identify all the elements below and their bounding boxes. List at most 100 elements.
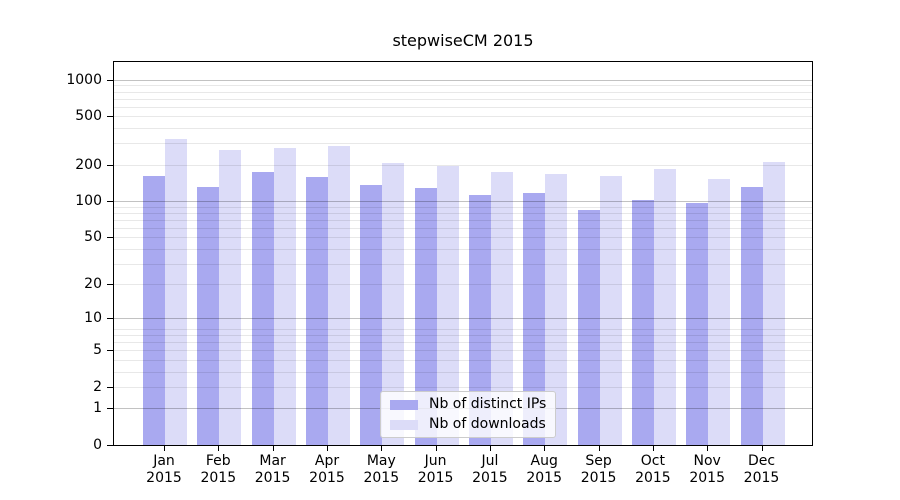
bar-downloads-jul	[490, 172, 513, 445]
x-axis: Jan 2015 Feb 2015 Mar 2015 Apr 2015 May 2015 Jun 20…	[113, 446, 811, 500]
bar-downloads-feb	[219, 149, 242, 445]
bar-ips-nov	[686, 203, 709, 445]
x-label-may: May 2015	[363, 453, 400, 486]
gridline-300	[114, 143, 812, 145]
gridline-30	[114, 263, 812, 265]
gridline-50	[114, 237, 812, 239]
gridline-90	[114, 206, 812, 208]
gridline-6	[114, 342, 812, 344]
gridline-7	[114, 335, 812, 337]
y-tick-50	[107, 237, 113, 239]
gridline-700	[114, 98, 812, 100]
legend-item-downloads: Nb of downloads	[390, 417, 546, 432]
gridline-20	[114, 284, 812, 286]
y-tick-20	[107, 284, 113, 286]
gridline-900	[114, 85, 812, 87]
y-label-0: 0	[93, 437, 102, 453]
y-label-20: 20	[84, 276, 102, 293]
bar-downloads-aug	[545, 174, 568, 445]
y-tick-1	[107, 408, 113, 410]
y-label-1: 1	[93, 400, 102, 417]
gridline-10	[114, 318, 812, 320]
y-tick-1000	[107, 79, 113, 81]
bar-downloads-nov	[708, 178, 731, 445]
gridline-800	[114, 91, 812, 93]
x-label-mar: Mar 2015	[254, 453, 291, 486]
gridline-3	[114, 371, 812, 373]
y-label-5: 5	[93, 342, 102, 359]
bar-ips-oct	[631, 199, 654, 445]
gridline-600	[114, 106, 812, 108]
gridline-8	[114, 328, 812, 330]
x-label-jan: Jan 2015	[146, 453, 182, 486]
bar-downloads-mar	[273, 148, 296, 445]
gridline-2	[114, 386, 812, 388]
y-label-200: 200	[75, 156, 102, 173]
chart-title: stepwiseCM 2015	[392, 31, 534, 50]
bar-ips-sep	[577, 210, 600, 445]
bar-downloads-dec	[762, 162, 785, 445]
y-label-1000: 1000	[66, 71, 102, 88]
x-label-jul: Jul 2015	[472, 453, 508, 486]
x-label-jun: Jun 2015	[417, 453, 454, 486]
y-label-10: 10	[84, 310, 102, 327]
y-label-100: 100	[75, 193, 102, 210]
y-tick-0	[107, 445, 113, 446]
x-tick-feb	[218, 446, 220, 451]
x-tick-apr	[327, 446, 328, 451]
x-label-dec: Dec 2015	[743, 453, 780, 486]
bar-ips-jul	[468, 194, 491, 445]
gridline-80	[114, 212, 812, 214]
plot-area: Nb of distinct IPs Nb of downloads	[113, 61, 813, 446]
y-tick-100	[107, 201, 113, 203]
gridline-4	[114, 359, 812, 361]
x-label-nov: Nov 2015	[689, 453, 725, 486]
x-tick-aug	[544, 446, 546, 451]
bar-downloads-oct	[653, 168, 676, 445]
gridline-200	[114, 164, 812, 166]
bar-ips-feb	[197, 187, 220, 445]
gridline-60	[114, 227, 812, 229]
bar-ips-may	[360, 185, 383, 445]
bar-downloads-may	[382, 163, 405, 445]
bar-ips-jun	[414, 188, 437, 445]
gridline-40	[114, 248, 812, 250]
y-label-2: 2	[93, 378, 102, 395]
legend-label-downloads: Nb of downloads	[429, 416, 546, 432]
gridline-500	[114, 116, 812, 118]
x-tick-sep	[598, 446, 600, 451]
bar-downloads-jun	[436, 166, 459, 445]
gridline-5	[114, 350, 812, 352]
x-tick-dec	[761, 446, 763, 451]
y-label-500: 500	[75, 108, 102, 125]
gridline-1000	[114, 79, 812, 81]
gridline-70	[114, 219, 812, 221]
bar-downloads-sep	[599, 176, 622, 445]
legend: Nb of distinct IPs Nb of downloads	[380, 391, 557, 438]
x-tick-jul	[489, 446, 491, 451]
x-label-aug: Aug 2015	[526, 453, 562, 486]
legend-label-distinct-ips: Nb of distinct IPs	[429, 396, 547, 412]
bar-ips-apr	[306, 177, 328, 445]
x-tick-oct	[652, 446, 654, 451]
bar-ips-dec	[740, 187, 763, 445]
x-tick-nov	[707, 446, 709, 451]
x-label-feb: Feb 2015	[200, 453, 237, 486]
x-tick-mar	[272, 446, 274, 451]
y-tick-500	[107, 116, 113, 118]
x-tick-jan	[164, 446, 165, 451]
bar-ips-mar	[251, 172, 274, 445]
x-label-sep: Sep 2015	[580, 453, 617, 486]
x-tick-jun	[435, 446, 437, 451]
y-label-50: 50	[84, 229, 102, 246]
bar-ips-aug	[523, 193, 546, 445]
legend-swatch-downloads	[390, 419, 418, 430]
y-tick-10	[107, 318, 113, 320]
gridline-100	[114, 201, 812, 203]
x-tick-may	[381, 446, 383, 451]
gridline-400	[114, 128, 812, 130]
y-tick-200	[107, 164, 113, 166]
y-tick-5	[107, 350, 113, 352]
legend-item-distinct-ips: Nb of distinct IPs	[390, 397, 546, 412]
bar-downloads-apr	[328, 146, 350, 445]
